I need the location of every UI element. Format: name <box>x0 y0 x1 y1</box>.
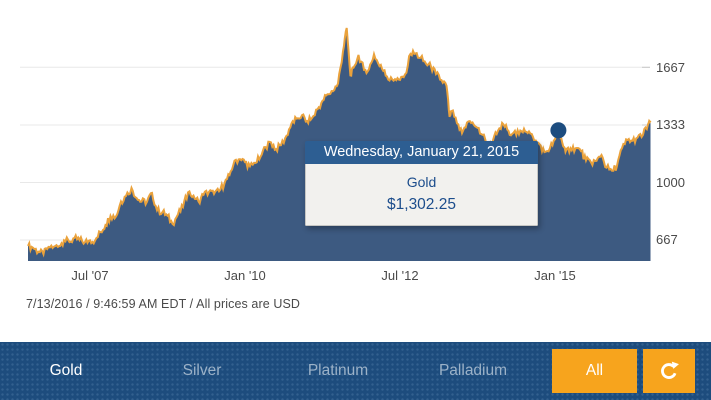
tab-platinum[interactable]: Platinum <box>307 362 369 379</box>
tab-palladium[interactable]: Palladium <box>438 362 508 379</box>
x-axis-label: Jan '15 <box>534 268 576 283</box>
tooltip: Wednesday, January 21, 2015 Gold $1,302.… <box>305 141 538 226</box>
refresh-icon <box>661 361 679 379</box>
tab-silver[interactable]: Silver <box>182 362 222 379</box>
tooltip-date: Wednesday, January 21, 2015 <box>305 141 538 164</box>
timestamp-disclaimer: 7/13/2016 / 9:46:59 AM EDT / All prices … <box>26 297 301 311</box>
marker-dot[interactable] <box>550 122 567 139</box>
y-axis-label: 1667 <box>656 60 685 75</box>
x-axis-label: Jul '12 <box>381 268 419 283</box>
tooltip-series-name: Gold <box>406 174 437 190</box>
y-axis-label: 1000 <box>656 175 685 190</box>
tooltip-price: $1,302.25 <box>387 196 456 213</box>
tooltip-body: Gold $1,302.25 <box>305 164 538 226</box>
y-axis-label: 1333 <box>656 117 685 132</box>
refresh-button[interactable] <box>643 349 695 393</box>
line-path <box>27 27 652 258</box>
all-button[interactable]: All <box>552 349 637 393</box>
x-axis-label: Jul '07 <box>71 268 109 283</box>
metal-tab-bar: Gold Silver Platinum Palladium All <box>0 342 711 400</box>
x-axis-label: Jan '10 <box>224 268 266 283</box>
tab-gold[interactable]: Gold <box>49 362 83 379</box>
y-axis-label: 667 <box>656 232 678 247</box>
